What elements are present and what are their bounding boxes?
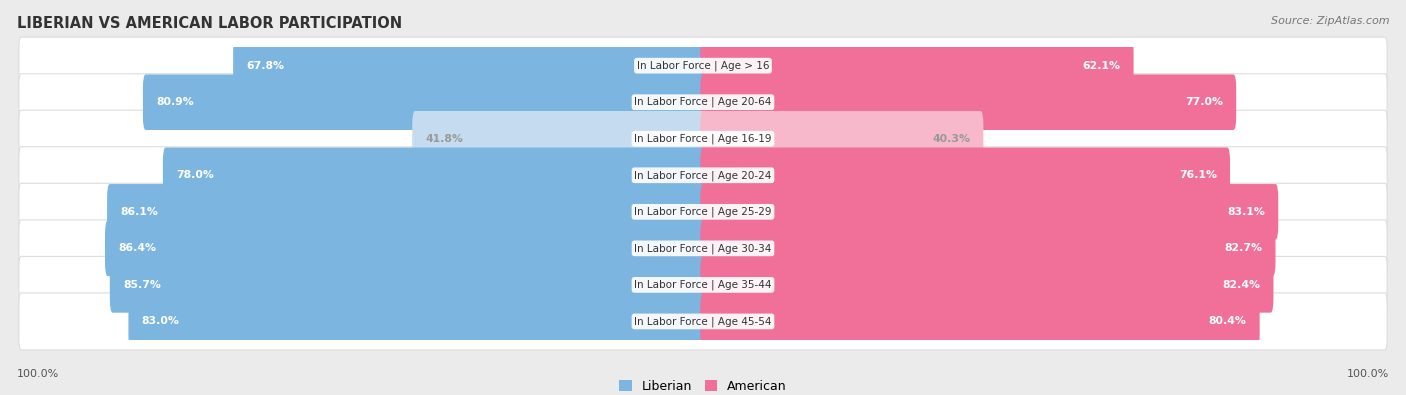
Text: 80.4%: 80.4% xyxy=(1209,316,1247,326)
FancyBboxPatch shape xyxy=(18,293,1388,350)
Text: 78.0%: 78.0% xyxy=(176,170,214,180)
FancyBboxPatch shape xyxy=(18,220,1388,277)
FancyBboxPatch shape xyxy=(105,220,706,276)
FancyBboxPatch shape xyxy=(700,111,983,167)
Text: 86.4%: 86.4% xyxy=(118,243,156,253)
Text: In Labor Force | Age 35-44: In Labor Force | Age 35-44 xyxy=(634,280,772,290)
Text: 80.9%: 80.9% xyxy=(156,97,194,107)
Text: 100.0%: 100.0% xyxy=(17,369,59,379)
FancyBboxPatch shape xyxy=(700,220,1275,276)
FancyBboxPatch shape xyxy=(700,147,1230,203)
Text: 82.4%: 82.4% xyxy=(1222,280,1260,290)
FancyBboxPatch shape xyxy=(128,293,706,349)
FancyBboxPatch shape xyxy=(143,74,706,130)
FancyBboxPatch shape xyxy=(233,38,706,94)
Text: LIBERIAN VS AMERICAN LABOR PARTICIPATION: LIBERIAN VS AMERICAN LABOR PARTICIPATION xyxy=(17,16,402,31)
FancyBboxPatch shape xyxy=(18,37,1388,94)
Text: 83.0%: 83.0% xyxy=(142,316,180,326)
Text: In Labor Force | Age 45-54: In Labor Force | Age 45-54 xyxy=(634,316,772,327)
Text: In Labor Force | Age 16-19: In Labor Force | Age 16-19 xyxy=(634,134,772,144)
Text: In Labor Force | Age 30-34: In Labor Force | Age 30-34 xyxy=(634,243,772,254)
FancyBboxPatch shape xyxy=(18,74,1388,131)
FancyBboxPatch shape xyxy=(412,111,706,167)
Text: In Labor Force | Age 20-64: In Labor Force | Age 20-64 xyxy=(634,97,772,107)
Legend: Liberian, American: Liberian, American xyxy=(614,375,792,395)
Text: 41.8%: 41.8% xyxy=(426,134,463,144)
FancyBboxPatch shape xyxy=(700,293,1260,349)
Text: 67.8%: 67.8% xyxy=(246,61,284,71)
FancyBboxPatch shape xyxy=(700,38,1133,94)
Text: 62.1%: 62.1% xyxy=(1083,61,1121,71)
Text: 85.7%: 85.7% xyxy=(122,280,160,290)
FancyBboxPatch shape xyxy=(18,183,1388,240)
Text: In Labor Force | Age > 16: In Labor Force | Age > 16 xyxy=(637,60,769,71)
FancyBboxPatch shape xyxy=(700,184,1278,240)
Text: 82.7%: 82.7% xyxy=(1225,243,1263,253)
FancyBboxPatch shape xyxy=(163,147,706,203)
Text: 100.0%: 100.0% xyxy=(1347,369,1389,379)
Text: In Labor Force | Age 25-29: In Labor Force | Age 25-29 xyxy=(634,207,772,217)
FancyBboxPatch shape xyxy=(700,74,1236,130)
FancyBboxPatch shape xyxy=(18,147,1388,204)
FancyBboxPatch shape xyxy=(700,257,1274,313)
Text: 83.1%: 83.1% xyxy=(1227,207,1265,217)
Text: 77.0%: 77.0% xyxy=(1185,97,1223,107)
FancyBboxPatch shape xyxy=(18,110,1388,167)
FancyBboxPatch shape xyxy=(107,184,706,240)
Text: 76.1%: 76.1% xyxy=(1180,170,1218,180)
Text: 40.3%: 40.3% xyxy=(932,134,970,144)
FancyBboxPatch shape xyxy=(110,257,706,313)
Text: 86.1%: 86.1% xyxy=(120,207,157,217)
FancyBboxPatch shape xyxy=(18,256,1388,313)
Text: Source: ZipAtlas.com: Source: ZipAtlas.com xyxy=(1271,16,1389,26)
Text: In Labor Force | Age 20-24: In Labor Force | Age 20-24 xyxy=(634,170,772,181)
